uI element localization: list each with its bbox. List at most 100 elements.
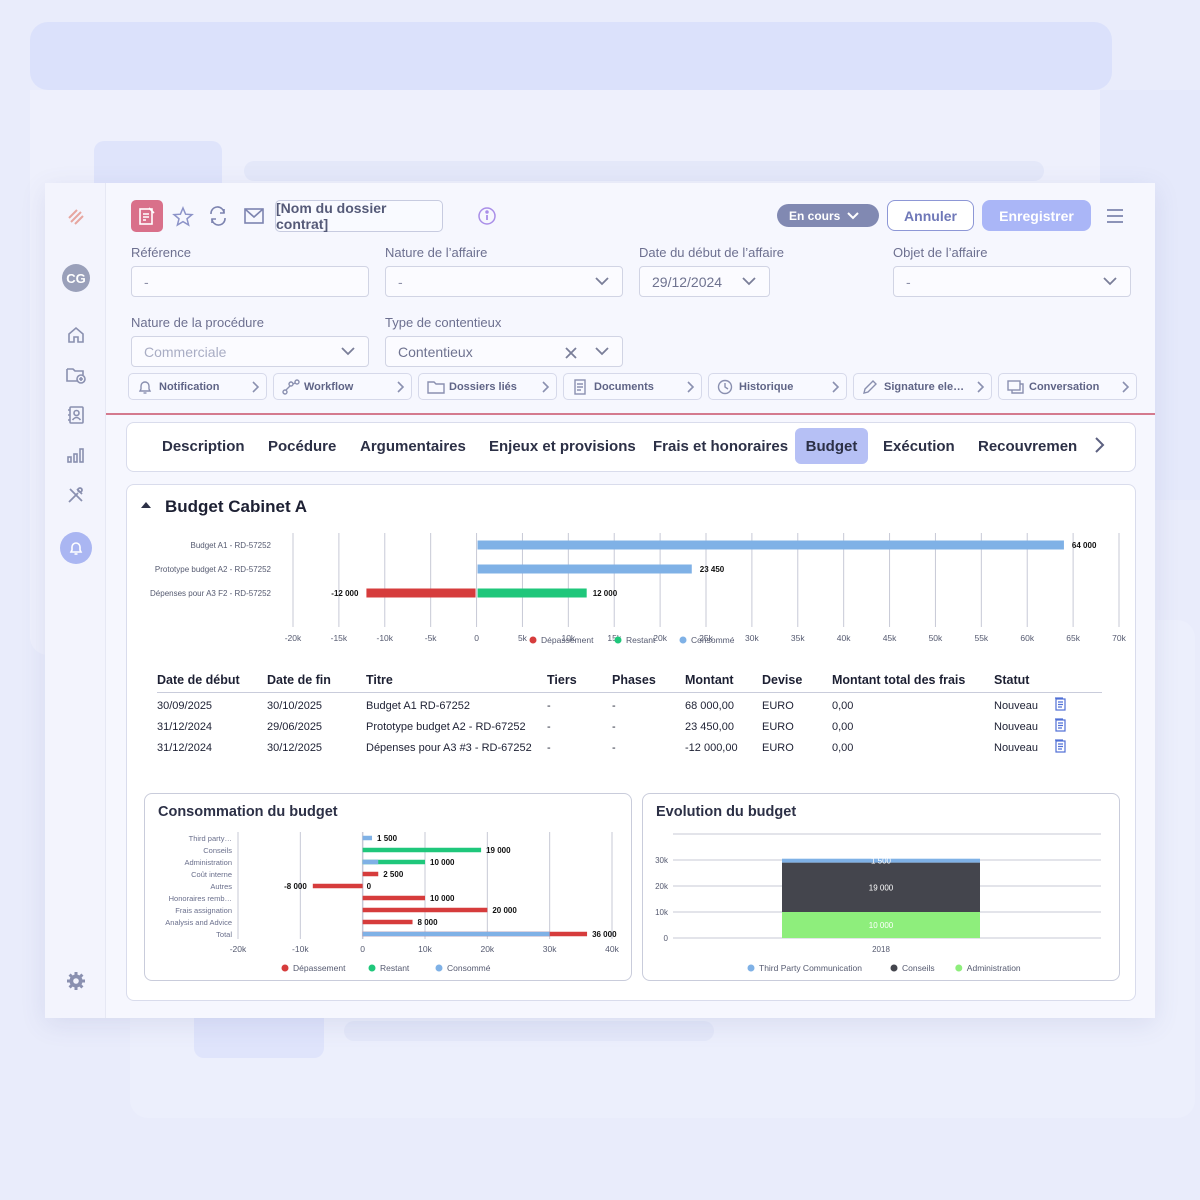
bar[interactable] (362, 859, 379, 865)
column-header[interactable]: Date de début (157, 671, 267, 693)
table-row[interactable]: 30/09/2025 30/10/2025 Budget A1 RD-67252 - -… (157, 693, 1102, 715)
date-debut-picker[interactable]: 29/12/2024 (639, 266, 770, 297)
section-tab-documents[interactable]: Documents (563, 373, 702, 400)
section-tab-conversation[interactable]: Conversation (998, 373, 1137, 400)
legend-label[interactable]: Third Party Communication (759, 963, 862, 973)
bar[interactable] (362, 871, 379, 877)
table-cell: 0,00 (832, 741, 854, 754)
bar[interactable] (362, 835, 373, 841)
bar[interactable] (362, 931, 550, 937)
bar[interactable] (477, 540, 1064, 550)
column-header[interactable]: Statut (994, 671, 1054, 693)
bar[interactable] (312, 883, 363, 889)
nature-procedure-select[interactable]: Commerciale (131, 336, 369, 367)
bar[interactable] (477, 564, 692, 574)
collapse-caret-icon[interactable] (141, 502, 151, 508)
table-row[interactable]: 31/12/2024 30/12/2025 Dépenses pour A3 #3 … (157, 735, 1102, 756)
objet-select[interactable]: - (893, 266, 1131, 297)
column-header[interactable]: Titre (366, 671, 547, 693)
section-tab-dossiers-lies[interactable]: Dossiers liés (418, 373, 557, 400)
main-tabs: Description Pocédure Argumentaires Enjeu… (126, 422, 1136, 472)
tab-recouvrement[interactable]: Recouvremen (978, 437, 1078, 455)
bar[interactable] (362, 847, 482, 853)
tab-frais[interactable]: Frais et honoraires (653, 437, 789, 455)
bell-icon[interactable] (60, 532, 92, 564)
clear-icon[interactable] (564, 346, 578, 360)
y-category-label: Frais assignation (175, 906, 232, 915)
star-icon[interactable] (172, 206, 194, 233)
data-label: 2 500 (383, 870, 404, 879)
bar[interactable] (366, 588, 476, 598)
legend-label[interactable]: Restant (626, 635, 656, 645)
tab-budget[interactable]: Budget (795, 428, 868, 464)
chevron-down-icon (595, 347, 609, 356)
tab-argumentaires[interactable]: Argumentaires (360, 437, 466, 455)
stacked-bar-segment[interactable] (782, 912, 980, 938)
tab-description[interactable]: Description (162, 437, 245, 455)
reference-value: - (144, 273, 149, 290)
home-icon[interactable] (62, 321, 90, 349)
document-icon[interactable] (1054, 735, 1102, 756)
document-title-field[interactable]: [Nom du dossier contrat] (275, 200, 443, 232)
section-tab-label: Signature ele… (884, 380, 965, 393)
type-contentieux-select[interactable]: Contentieux (385, 336, 623, 367)
stacked-bar-segment[interactable] (782, 862, 980, 912)
table-row[interactable]: 31/12/2024 29/06/2025 Prototype budget A2 … (157, 714, 1102, 735)
section-tab-notification[interactable]: Notification (128, 373, 267, 400)
table-cell: - (547, 741, 551, 754)
save-button[interactable]: Enregistrer (982, 200, 1091, 231)
chevron-right-icon[interactable] (1093, 436, 1105, 454)
table-cell: - (612, 699, 616, 712)
mail-icon[interactable] (243, 207, 265, 230)
column-header[interactable]: Devise (762, 671, 832, 693)
cancel-button[interactable]: Annuler (887, 200, 974, 231)
status-dropdown[interactable]: En cours (777, 204, 879, 227)
legend-label[interactable]: Administration (967, 963, 1021, 973)
document-icon[interactable] (1054, 714, 1102, 735)
legend-label[interactable]: Consommé (691, 635, 735, 645)
tab-execution[interactable]: Exécution (883, 437, 955, 455)
legend-label[interactable]: Conseils (902, 963, 935, 973)
tab-enjeux[interactable]: Enjeux et provisions (489, 437, 636, 455)
tab-procedure[interactable]: Pocédure (268, 437, 337, 455)
column-header[interactable]: Tiers (547, 671, 612, 693)
section-tab-signature[interactable]: Signature ele… (853, 373, 992, 400)
column-header[interactable]: Montant (685, 671, 762, 693)
settings-gear-icon[interactable] (62, 967, 90, 995)
data-label: 64 000 (1072, 541, 1097, 550)
avatar[interactable]: CG (62, 264, 90, 292)
bar[interactable] (362, 919, 413, 925)
status-label: En cours (789, 208, 841, 223)
bar[interactable] (362, 907, 488, 913)
bar[interactable] (362, 895, 425, 901)
section-tab-label: Dossiers liés (449, 380, 517, 393)
legend-marker (614, 636, 622, 644)
x-tick-label: 10k (561, 633, 575, 643)
tools-icon[interactable] (62, 481, 90, 509)
document-icon[interactable] (1054, 693, 1102, 715)
nature-affaire-select[interactable]: - (385, 266, 623, 297)
legend-label[interactable]: Dépassement (293, 963, 346, 973)
column-header[interactable]: Phases (612, 671, 685, 693)
pen-icon (863, 380, 877, 394)
contacts-icon[interactable] (62, 401, 90, 429)
section-tab-workflow[interactable]: Workflow (273, 373, 412, 400)
folder-add-icon[interactable] (62, 361, 90, 389)
bar[interactable] (362, 859, 425, 865)
column-header[interactable]: Montant total des frais (832, 671, 994, 693)
column-header[interactable]: Date de fin (267, 671, 366, 693)
legend-label[interactable]: Consommé (447, 963, 491, 973)
reference-input[interactable]: - (131, 266, 369, 297)
objet-value: - (906, 273, 911, 290)
legend-label[interactable]: Dépassement (541, 635, 594, 645)
y-tick-label: 0 (664, 934, 669, 943)
info-icon[interactable] (477, 206, 497, 231)
menu-icon[interactable] (1105, 207, 1125, 230)
legend-label[interactable]: Restant (380, 963, 410, 973)
sync-icon[interactable] (207, 206, 229, 231)
section-tab-historique[interactable]: Historique (708, 373, 847, 400)
bar[interactable] (477, 588, 587, 598)
stacked-bar-segment[interactable] (782, 858, 980, 863)
chart-icon[interactable] (62, 441, 90, 469)
chevron-down-icon (1103, 277, 1117, 286)
